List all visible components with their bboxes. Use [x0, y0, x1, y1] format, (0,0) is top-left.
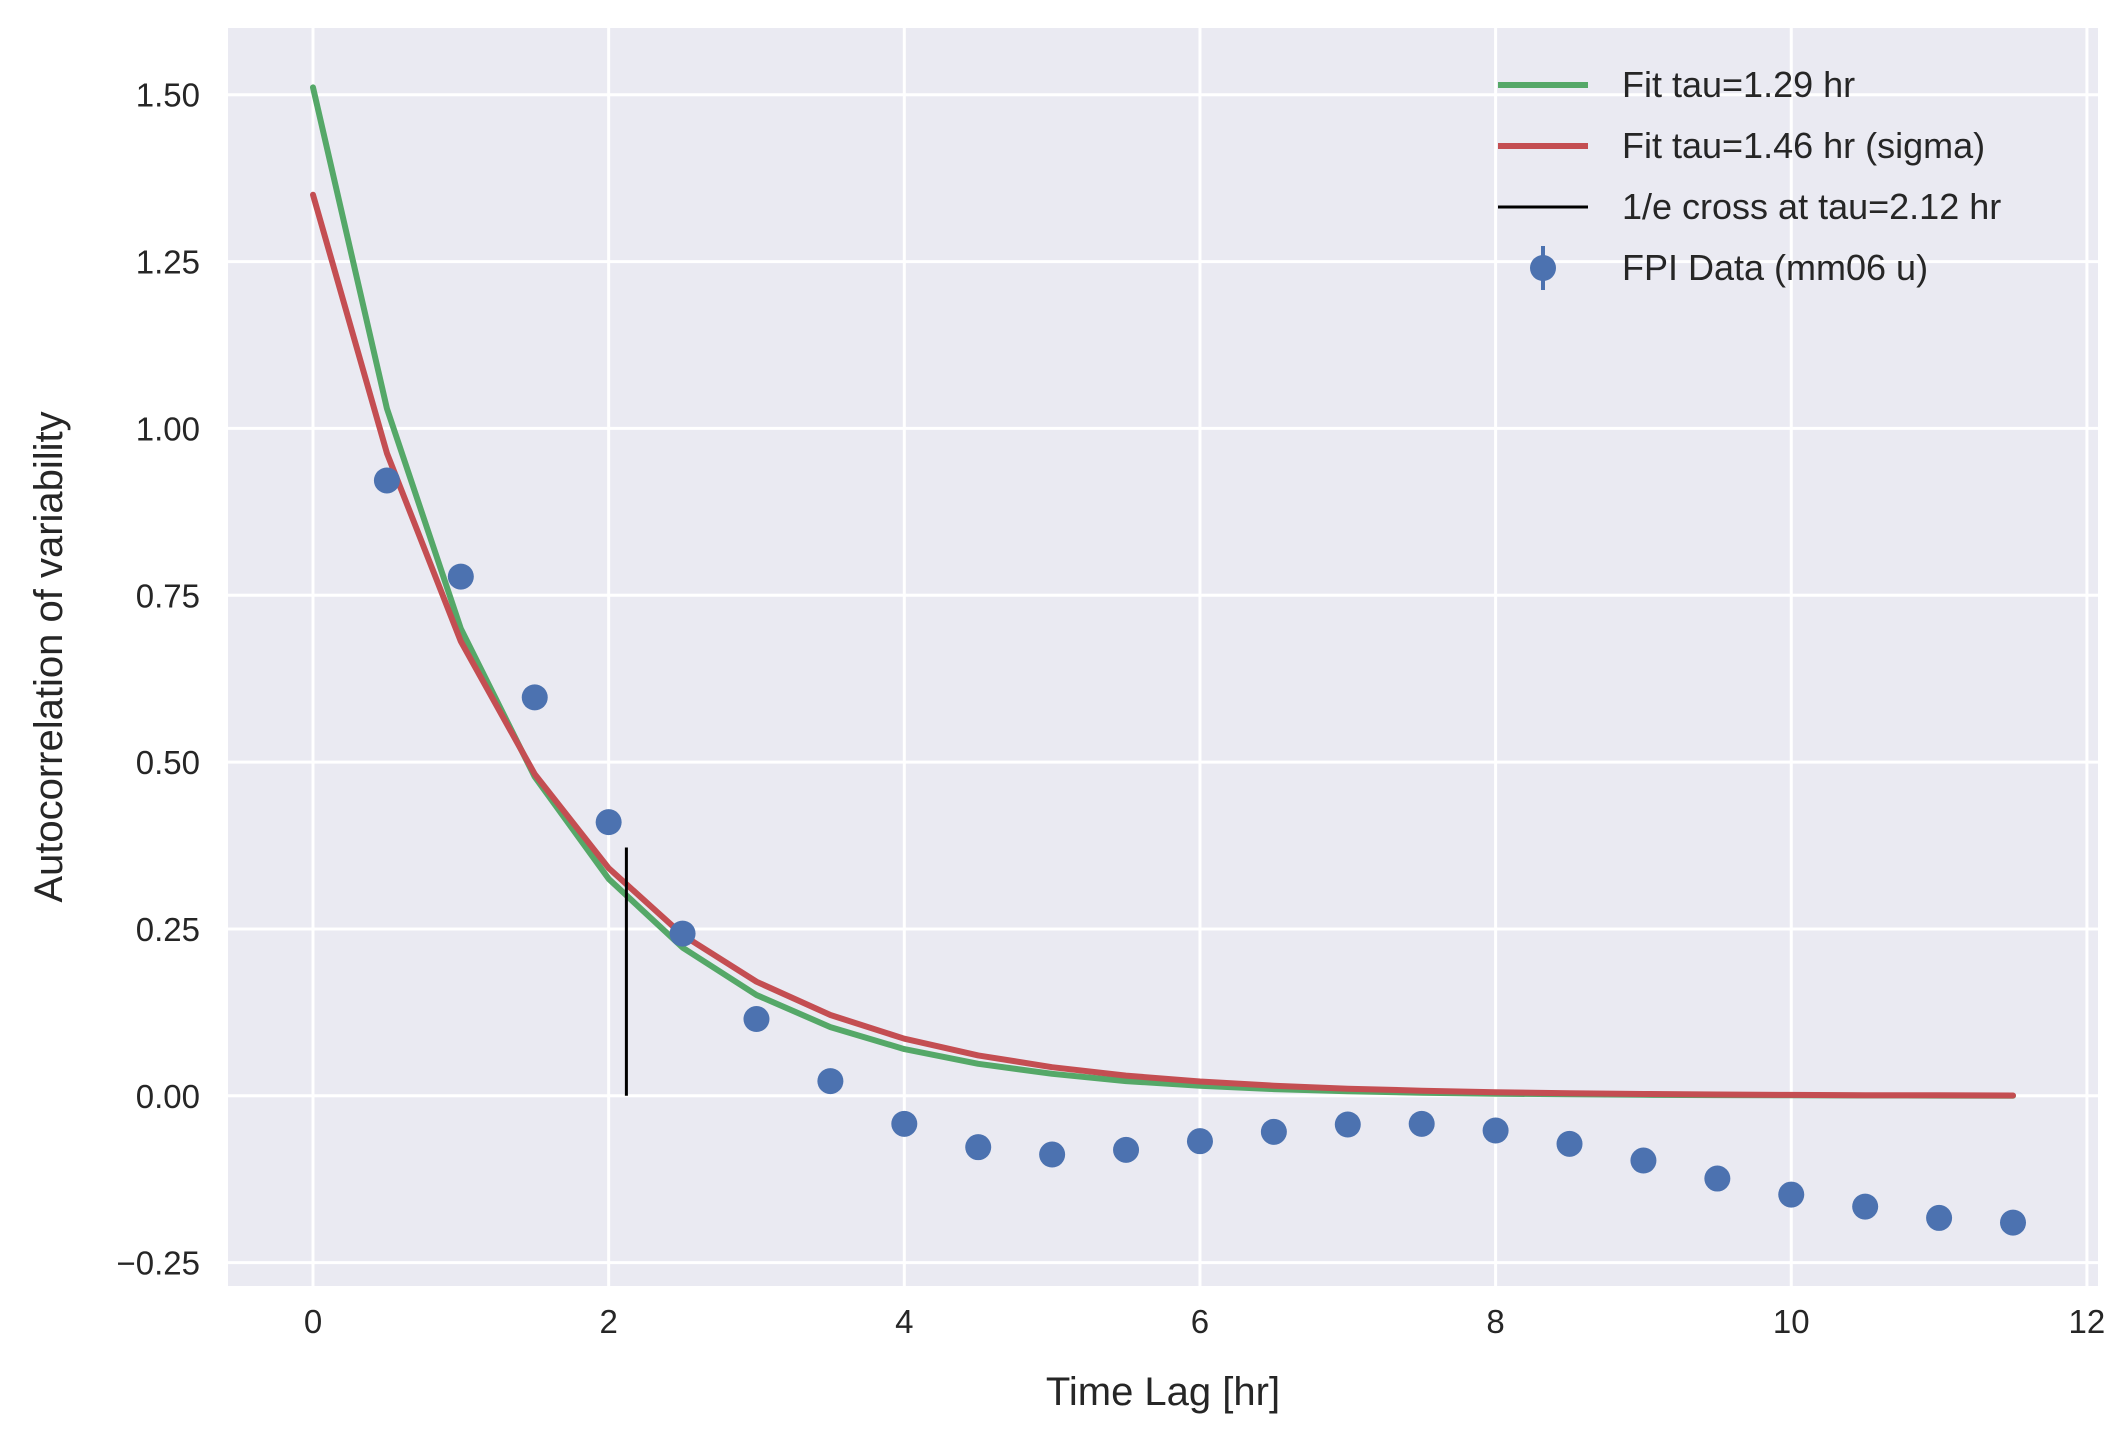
- data-point: [595, 809, 622, 836]
- legend-entry: FPI Data (mm06 u): [1530, 246, 1928, 290]
- data-point: [1630, 1147, 1657, 1174]
- y-axis-ticks: −0.25 0.00 0.25 0.50 0.75 1.00 1.25 1.50: [117, 77, 201, 1282]
- y-tick-label: 0.75: [136, 577, 200, 614]
- data-point: [521, 684, 548, 711]
- x-tick-label: 2: [599, 1303, 617, 1340]
- legend-label: Fit tau=1.46 hr (sigma): [1622, 125, 1985, 166]
- series-layer: [310, 84, 2026, 1236]
- data-point: [743, 1006, 770, 1033]
- data-point: [447, 563, 474, 590]
- y-tick-label: 0.25: [136, 911, 200, 948]
- data-point: [965, 1134, 992, 1161]
- x-tick-label: 4: [895, 1303, 913, 1340]
- fit-line: [310, 191, 2016, 1099]
- legend-label: 1/e cross at tau=2.12 hr: [1622, 186, 2001, 227]
- gridlines: [228, 28, 2098, 1286]
- x-tick-label: 0: [304, 1303, 322, 1340]
- x-tick-label: 10: [1773, 1303, 1810, 1340]
- data-point: [2000, 1209, 2026, 1236]
- data-point: [1334, 1111, 1361, 1138]
- legend-entry: Fit tau=1.46 hr (sigma): [1498, 125, 1985, 166]
- data-point: [1926, 1204, 1953, 1231]
- legend-entry: Fit tau=1.29 hr: [1498, 64, 1855, 105]
- x-axis-ticks: 0 2 4 6 8 10 12: [304, 1303, 2105, 1340]
- data-point: [1039, 1141, 1066, 1168]
- data-point: [1778, 1181, 1805, 1208]
- data-point: [373, 467, 400, 494]
- data-point: [817, 1068, 844, 1095]
- data-point: [1113, 1136, 1140, 1163]
- legend-label: FPI Data (mm06 u): [1622, 247, 1928, 288]
- legend-label: Fit tau=1.29 hr: [1622, 64, 1855, 105]
- legend-marker-swatch: [1530, 255, 1556, 281]
- y-tick-label: −0.25: [117, 1245, 201, 1282]
- y-tick-label: 0.00: [136, 1078, 200, 1115]
- legend: Fit tau=1.29 hr Fit tau=1.46 hr (sigma) 1/…: [1498, 64, 2001, 290]
- y-tick-label: 1.00: [136, 410, 200, 447]
- y-tick-label: 1.25: [136, 244, 200, 281]
- x-axis-label: Time Lag [hr]: [1046, 1370, 1280, 1414]
- y-tick-label: 1.50: [136, 77, 200, 114]
- y-axis-label: Autocorrelation of variability: [27, 411, 71, 902]
- data-point: [1704, 1165, 1731, 1192]
- y-tick-label: 0.50: [136, 744, 200, 781]
- x-tick-label: 6: [1191, 1303, 1209, 1340]
- data-point: [1186, 1128, 1213, 1155]
- data-point: [1408, 1110, 1435, 1137]
- data-point: [669, 920, 696, 947]
- data-point: [891, 1110, 918, 1137]
- x-tick-label: 12: [2069, 1303, 2106, 1340]
- data-point: [1260, 1118, 1287, 1145]
- data-point: [1556, 1130, 1583, 1157]
- data-point: [1482, 1117, 1509, 1144]
- x-tick-label: 8: [1486, 1303, 1504, 1340]
- legend-entry: 1/e cross at tau=2.12 hr: [1498, 186, 2001, 227]
- data-point: [1852, 1193, 1879, 1220]
